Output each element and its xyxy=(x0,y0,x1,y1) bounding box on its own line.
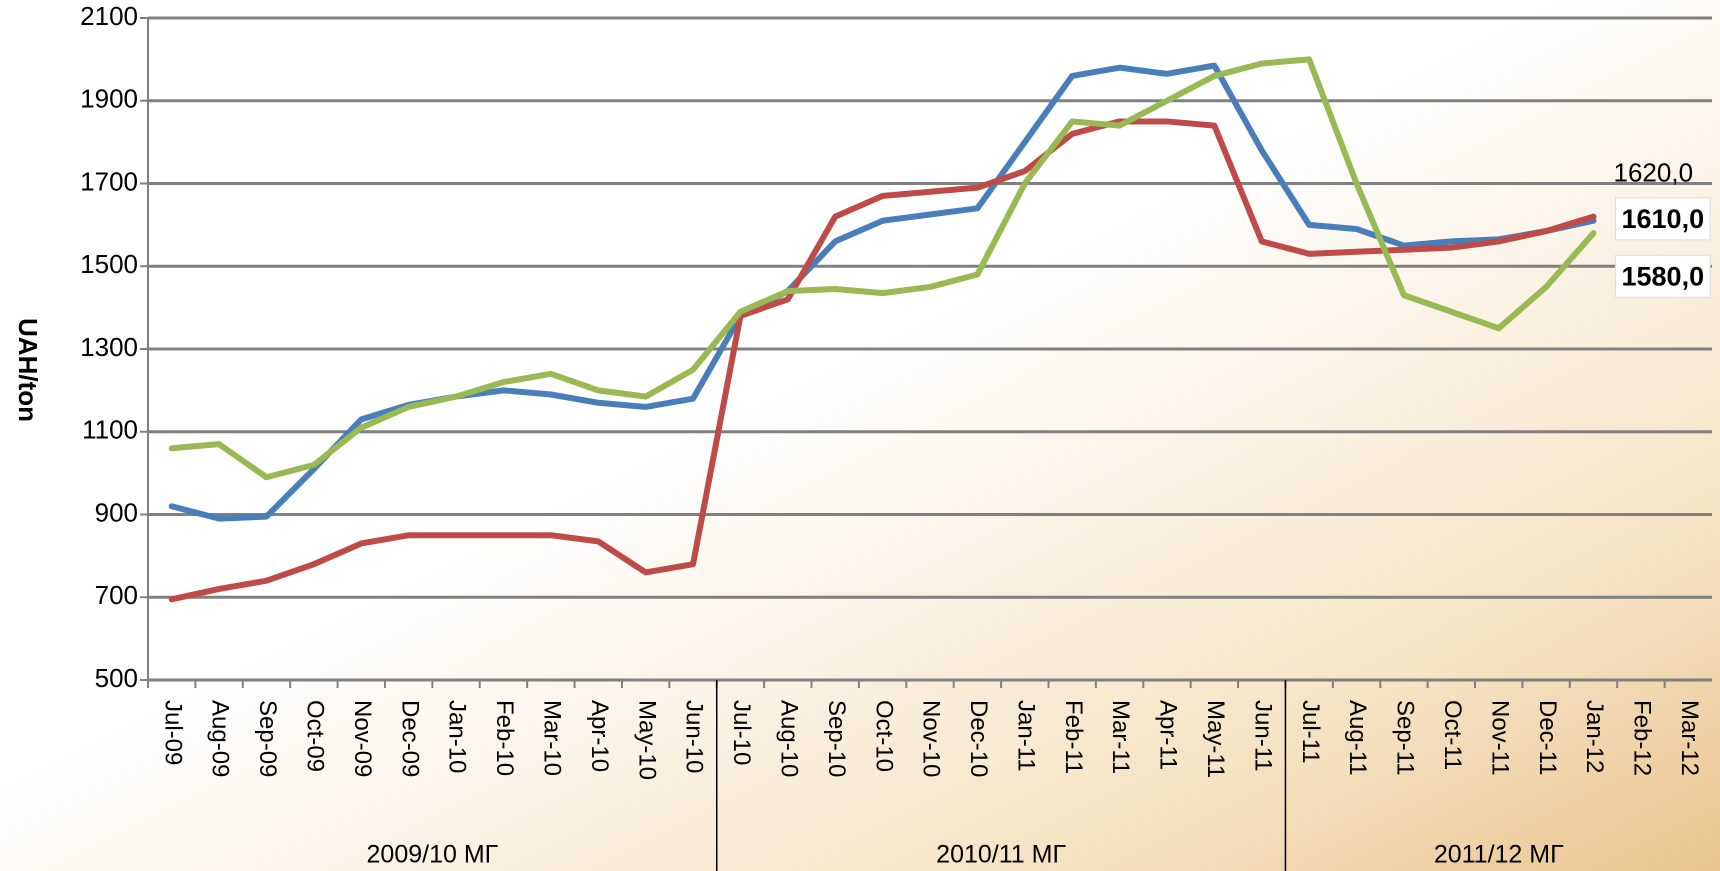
data-label: 1610,0 xyxy=(1622,204,1705,234)
y-axis-label: UAH/ton xyxy=(13,318,43,422)
x-tick-label: Feb-11 xyxy=(1060,700,1087,774)
x-tick-label: Mar-11 xyxy=(1107,700,1134,774)
x-tick-label: Jun-10 xyxy=(681,700,708,773)
x-tick-label: Aug-11 xyxy=(1344,700,1371,776)
x-tick-label: Jul-11 xyxy=(1297,700,1324,764)
x-tick-label: May-11 xyxy=(1202,700,1229,778)
x-tick-label: Nov-11 xyxy=(1486,700,1513,776)
x-tick-label: Oct-11 xyxy=(1439,700,1466,770)
x-tick-label: Mar-10 xyxy=(539,700,566,776)
x-tick-label: Nov-10 xyxy=(918,700,945,777)
x-tick-label: Apr-10 xyxy=(586,700,613,772)
y-tick-label: 1100 xyxy=(82,415,138,445)
group-label: 2011/12 МГ xyxy=(1434,841,1564,869)
x-tick-label: Apr-11 xyxy=(1155,700,1182,770)
x-tick-label: Jun-11 xyxy=(1249,700,1276,772)
data-label: 1620,0 xyxy=(1614,157,1694,187)
x-tick-label: Jan-11 xyxy=(1012,700,1039,772)
group-label: 2010/11 МГ xyxy=(936,841,1066,869)
x-tick-label: Sep-11 xyxy=(1392,700,1419,776)
y-tick-label: 500 xyxy=(95,663,138,693)
x-tick-label: Nov-09 xyxy=(349,700,376,777)
series-line xyxy=(168,118,1597,603)
data-label: 1580,0 xyxy=(1622,261,1705,291)
x-tick-label: Oct-09 xyxy=(302,700,329,772)
x-tick-label: Dec-10 xyxy=(965,700,992,777)
y-tick-label: 700 xyxy=(95,580,138,610)
y-tick-label: 1500 xyxy=(80,249,138,279)
x-tick-label: Mar-12 xyxy=(1676,700,1703,776)
x-tick-label: Sep-10 xyxy=(823,700,850,777)
y-tick-label: 1300 xyxy=(80,332,138,362)
x-tick-label: Jan-10 xyxy=(444,700,471,773)
y-tick-label: 1700 xyxy=(80,166,138,196)
data-label-box xyxy=(1615,197,1711,241)
x-tick-label: Jul-10 xyxy=(728,700,755,765)
series-line xyxy=(168,56,1597,481)
x-tick-label: Jan-12 xyxy=(1581,700,1608,773)
x-tick-label: May-10 xyxy=(633,700,660,780)
x-tick-label: Dec-11 xyxy=(1534,700,1561,776)
data-label-box xyxy=(1615,254,1711,298)
y-tick-label: 2100 xyxy=(80,1,138,31)
x-tick-label: Feb-12 xyxy=(1629,700,1656,776)
x-tick-label: Sep-09 xyxy=(254,700,281,777)
x-tick-label: Dec-09 xyxy=(396,700,423,777)
x-tick-label: Oct-10 xyxy=(870,700,897,772)
y-tick-label: 1900 xyxy=(80,84,138,114)
y-tick-label: 900 xyxy=(95,497,138,527)
x-tick-label: Aug-10 xyxy=(775,700,802,777)
group-label: 2009/10 МГ xyxy=(367,841,499,869)
x-tick-label: Feb-10 xyxy=(491,700,518,776)
x-tick-label: Jul-09 xyxy=(159,700,186,765)
x-tick-label: Aug-09 xyxy=(207,700,234,777)
